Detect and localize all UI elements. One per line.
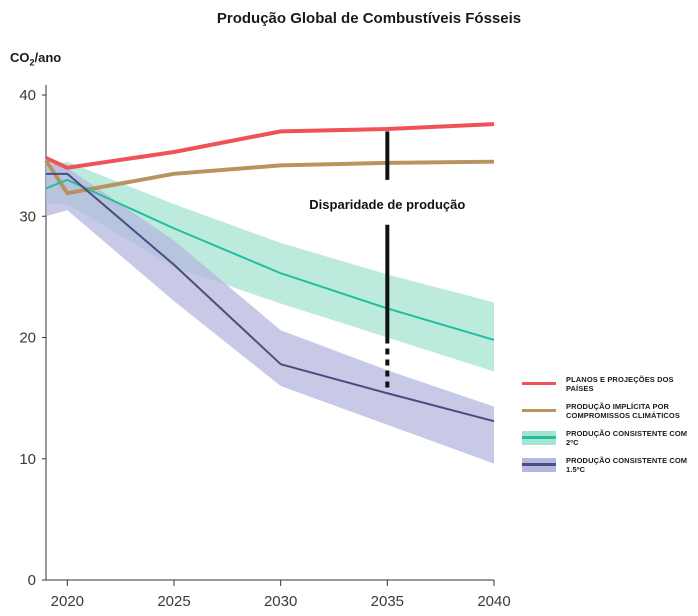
x-tick-label: 2030 (264, 593, 297, 610)
legend-item: PRODUÇÃO IMPLÍCITA POR COMPROMISSOS CLIM… (522, 402, 698, 420)
legend-item: PLANOS E PROJEÇÕES DOS PAÍSES (522, 375, 698, 393)
legend-label: PRODUÇÃO CONSISTENTE COM 1.5ºC (566, 456, 688, 474)
x-tick-label: 2040 (477, 593, 510, 610)
uncertainty-band (46, 161, 494, 372)
series-line (45, 178, 495, 341)
legend-label: PRODUÇÃO IMPLÍCITA POR COMPROMISSOS CLIM… (566, 402, 680, 420)
x-tick-label: 2020 (51, 593, 84, 610)
y-tick-label: 0 (28, 572, 36, 589)
uncertainty-band (46, 161, 494, 464)
x-tick-label: 2035 (371, 593, 404, 610)
y-tick-label: 20 (19, 330, 36, 347)
series-line (45, 122, 495, 170)
chart-legend: PLANOS E PROJEÇÕES DOS PAÍSES PRODUÇÃO IM… (522, 375, 698, 484)
series-line (46, 172, 495, 423)
legend-swatch (522, 377, 556, 391)
legend-line (522, 409, 556, 412)
legend-swatch (522, 404, 556, 418)
gap-label-bg (287, 194, 488, 217)
y-tick-label: 40 (19, 87, 36, 104)
legend-label: PLANOS E PROJEÇÕES DOS PAÍSES (566, 375, 674, 393)
y-axis-unit: CO2/ano (10, 50, 62, 68)
legend-item: PRODUÇÃO CONSISTENTE COM 2ºC (522, 429, 698, 447)
legend-swatch (522, 458, 556, 472)
gap-label: Disparidade de produção (309, 197, 465, 212)
legend-line (522, 382, 556, 385)
y-tick-label: 10 (19, 451, 36, 468)
series-line (44, 159, 495, 196)
y-tick-label: 30 (19, 208, 36, 225)
x-tick-label: 2025 (157, 593, 190, 610)
legend-swatch (522, 431, 556, 445)
legend-item: PRODUÇÃO CONSISTENTE COM 1.5ºC (522, 456, 698, 474)
legend-label: PRODUÇÃO CONSISTENTE COM 2ºC (566, 429, 688, 447)
legend-line (522, 463, 556, 466)
chart-title: Produção Global de Combustíveis Fósseis (216, 10, 522, 27)
legend-line (522, 436, 556, 439)
